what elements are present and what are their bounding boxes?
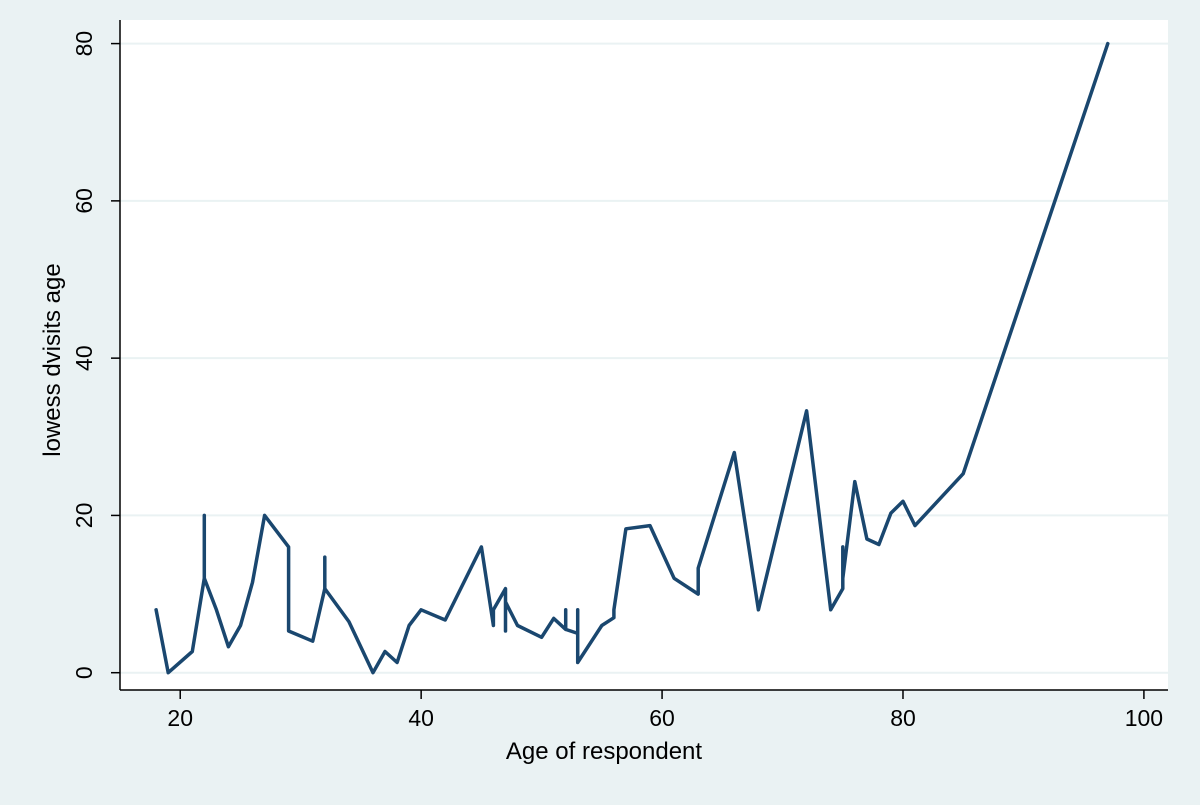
x-tick-label: 60 <box>649 705 675 731</box>
axis-labels: 0 20 40 60 80 20 40 60 80 100 Age of respondent low… <box>39 31 1163 765</box>
y-tick-label: 0 <box>71 666 97 679</box>
x-tick-label: 100 <box>1125 705 1163 731</box>
y-tick-label: 60 <box>71 188 97 214</box>
x-tick-label: 20 <box>167 705 193 731</box>
gridlines <box>120 42 1168 674</box>
y-tick-label: 40 <box>71 345 97 371</box>
x-tick-label: 40 <box>408 705 434 731</box>
plot-area <box>120 20 1168 690</box>
x-tick-label: 80 <box>890 705 916 731</box>
y-tick-label: 80 <box>71 31 97 57</box>
axes <box>111 20 1168 699</box>
series-line-0 <box>154 41 1110 675</box>
y-axis-title: lowess dvisits age <box>39 263 66 456</box>
y-tick-label: 20 <box>71 503 97 529</box>
x-axis-title: Age of respondent <box>506 738 702 765</box>
series-layer <box>154 41 1110 675</box>
